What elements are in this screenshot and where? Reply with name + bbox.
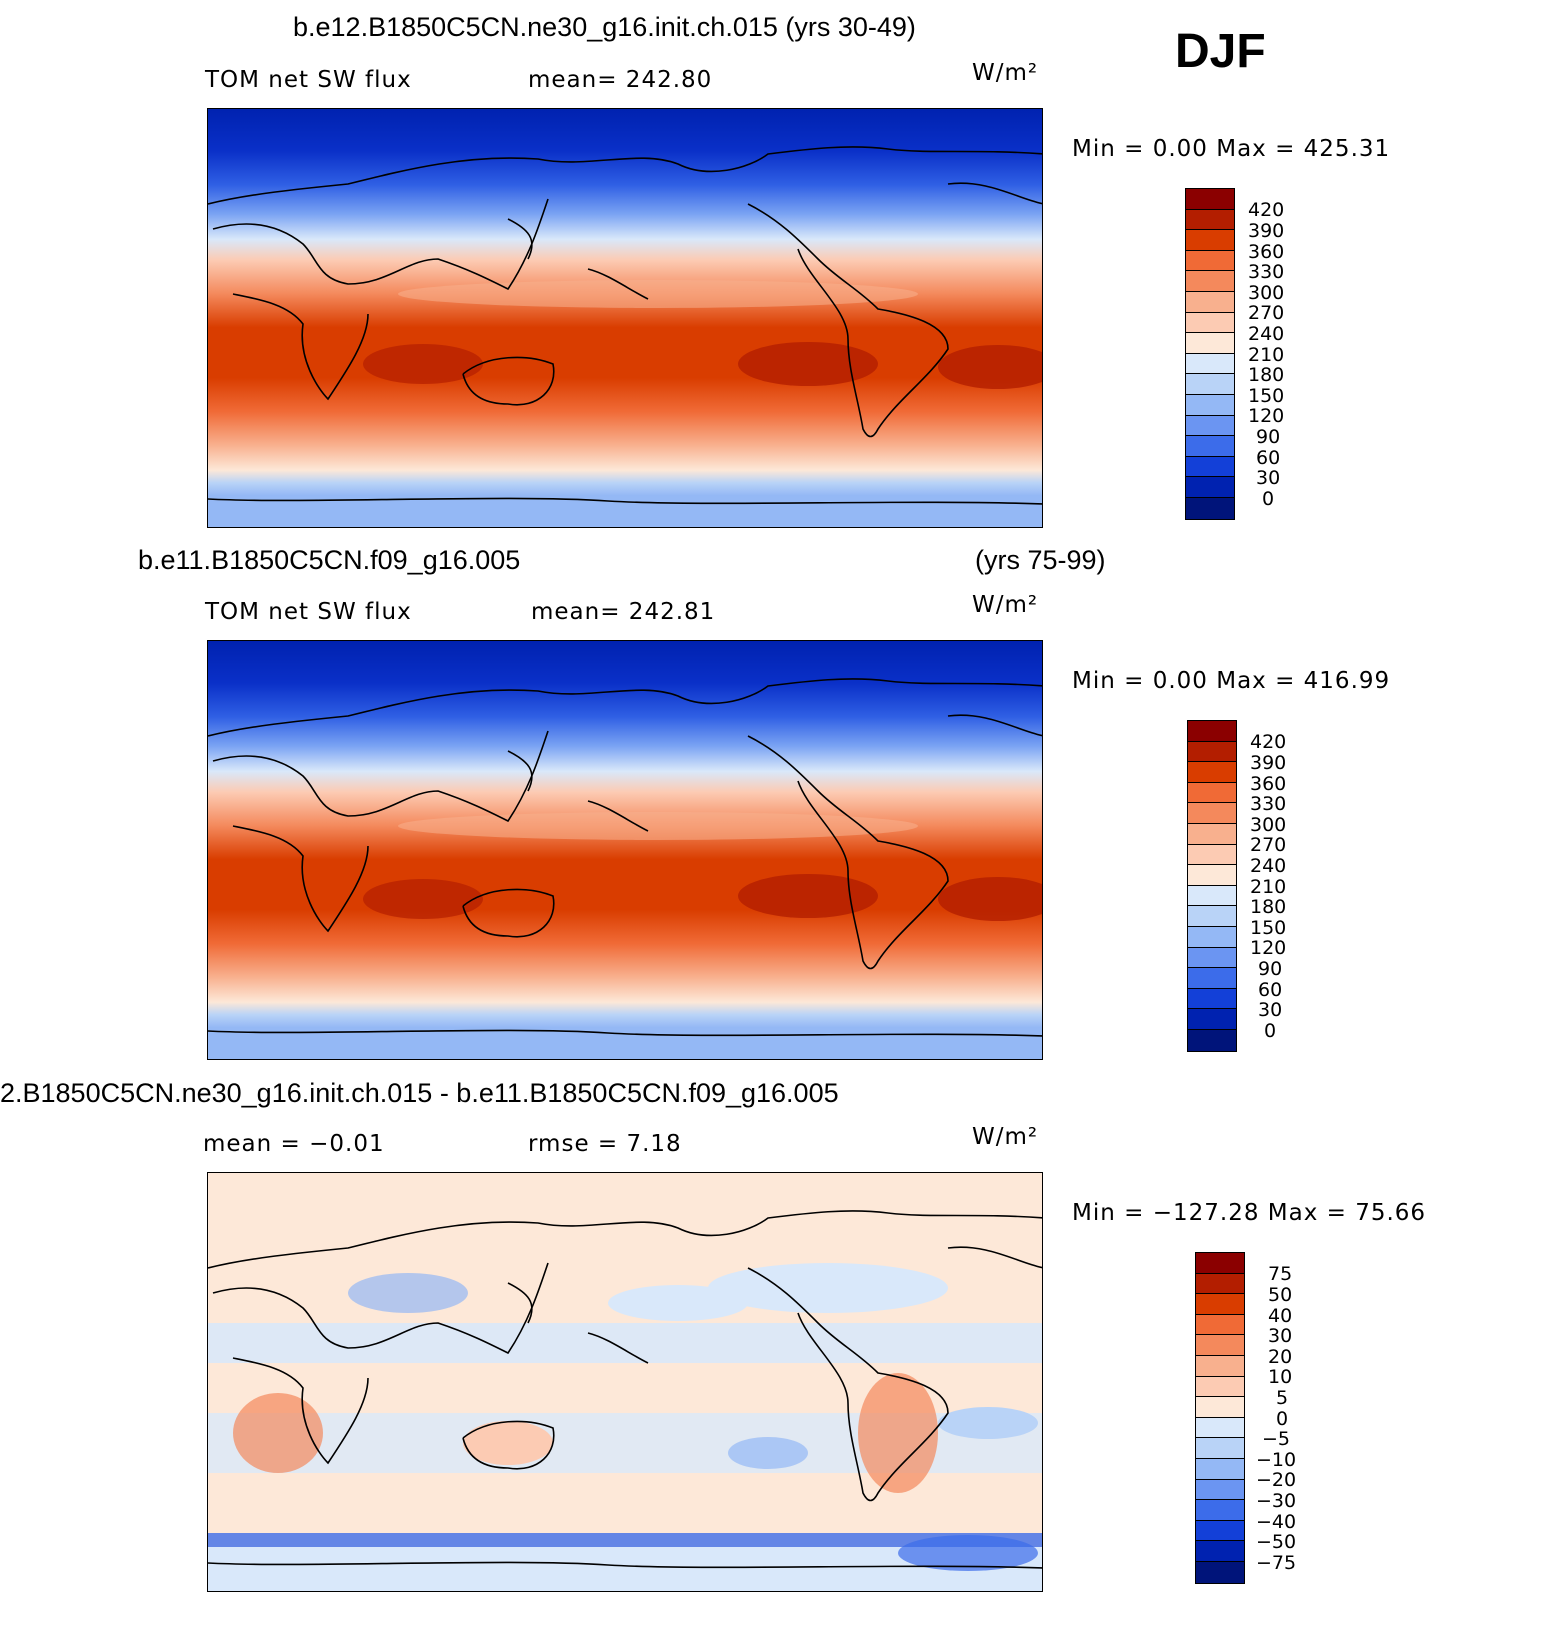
panel-2-cbar-label: 0 — [1264, 1020, 1277, 1042]
panel-3-cbar-label: 75 — [1268, 1263, 1293, 1285]
panel-2-header: b.e11.B1850C5CN.f09_g16.005 — [138, 545, 521, 575]
panel-2-cbar-label: 60 — [1258, 979, 1283, 1001]
panel-1-colorbar — [1185, 188, 1235, 520]
panel-1-cbar-label: 390 — [1248, 220, 1285, 242]
panel-1-cbar-label: 60 — [1256, 447, 1281, 469]
panel-2-cbar-label: 30 — [1258, 999, 1283, 1021]
panel-2-cbar-label: 240 — [1250, 855, 1287, 877]
panel-2-cbar-label: 360 — [1250, 773, 1287, 795]
panel-2-cbar-label: 390 — [1250, 752, 1287, 774]
panel-3-cbar-label: −20 — [1256, 1469, 1297, 1491]
panel-1-cbar-label: 420 — [1248, 199, 1285, 221]
panel-3-units: W/m² — [972, 1124, 1039, 1150]
panel-1-cbar-label: 240 — [1248, 323, 1285, 345]
panel-1-cbar-label: 360 — [1248, 241, 1285, 263]
panel-3-cbar-label: −10 — [1256, 1449, 1297, 1471]
panel-3-rmse: rmse = 7.18 — [528, 1131, 682, 1157]
panel-3-cbar-label: 10 — [1268, 1366, 1293, 1388]
panel-3-minmax: Min = −127.28 Max = 75.66 — [1072, 1200, 1427, 1226]
panel-2-cbar-label: 300 — [1250, 814, 1287, 836]
panel-3-cbar-label: 20 — [1268, 1346, 1293, 1368]
panel-2-cbar-label: 120 — [1250, 937, 1287, 959]
panel-3-cbar-label: −50 — [1256, 1531, 1297, 1553]
panel-2-cbar-label: 210 — [1250, 876, 1287, 898]
panel-1-cbar-label: 270 — [1248, 302, 1285, 324]
panel-2-minmax: Min = 0.00 Max = 416.99 — [1072, 668, 1391, 694]
panel-3-cbar-label: −30 — [1256, 1490, 1297, 1512]
panel-1-cbar-label: 180 — [1248, 364, 1285, 386]
panel-2-colorbar — [1187, 720, 1237, 1052]
panel-2-mean: mean= 242.81 — [531, 599, 716, 625]
panel-3-cbar-label: −75 — [1256, 1552, 1297, 1574]
panel-1-cbar-label: 120 — [1248, 405, 1285, 427]
panel-3-cbar-label: 40 — [1268, 1305, 1293, 1327]
panel-1-minmax: Min = 0.00 Max = 425.31 — [1072, 136, 1391, 162]
panel-2-cbar-label: 150 — [1250, 917, 1287, 939]
panel-1-mean: mean= 242.80 — [528, 67, 713, 93]
panel-1-cbar-label: 90 — [1256, 426, 1281, 448]
panel-3-cbar-label: 0 — [1276, 1408, 1289, 1430]
season-label: DJF — [1175, 25, 1266, 78]
panel-1-cbar-label: 150 — [1248, 385, 1285, 407]
panel-1-variable: TOM net SW flux — [205, 67, 412, 93]
panel-3-cbar-label: −40 — [1256, 1511, 1297, 1533]
panel-2-cbar-label: 180 — [1250, 896, 1287, 918]
panel-3-colorbar — [1195, 1252, 1245, 1584]
panel-2-cbar-label: 420 — [1250, 731, 1287, 753]
panel-2-header-years: (yrs 75-99) — [975, 545, 1106, 575]
panel-1-cbar-label: 30 — [1256, 467, 1281, 489]
panel-1-cbar-label: 300 — [1248, 282, 1285, 304]
panel-2-variable: TOM net SW flux — [205, 599, 412, 625]
panel-2-field — [208, 641, 1042, 1059]
panel-3-mean: mean = −0.01 — [203, 1131, 385, 1157]
panel-1-header: b.e12.B1850C5CN.ne30_g16.init.ch.015 (yr… — [293, 12, 916, 42]
panel-3-header: 2.B1850C5CN.ne30_g16.init.ch.015 - b.e11… — [0, 1078, 839, 1108]
panel-2-units: W/m² — [972, 592, 1039, 618]
panel-3-cbar-label: 30 — [1268, 1325, 1293, 1347]
panel-1-units: W/m² — [972, 60, 1039, 86]
panel-1-map — [207, 108, 1043, 528]
panel-3-cbar-label: 5 — [1276, 1387, 1289, 1409]
panel-2-cbar-label: 330 — [1250, 793, 1287, 815]
panel-3-map — [207, 1172, 1043, 1592]
panel-1-cbar-label: 330 — [1248, 261, 1285, 283]
panel-3-cbar-label: 50 — [1268, 1284, 1293, 1306]
panel-1-cbar-label: 0 — [1262, 488, 1275, 510]
panel-1-cbar-label: 210 — [1248, 344, 1285, 366]
panel-2-cbar-label: 270 — [1250, 834, 1287, 856]
panel-3-field — [208, 1173, 1042, 1591]
panel-2-cbar-label: 90 — [1258, 958, 1283, 980]
panel-1-field — [208, 109, 1042, 527]
panel-2-map — [207, 640, 1043, 1060]
panel-3-cbar-label: −5 — [1262, 1428, 1291, 1450]
